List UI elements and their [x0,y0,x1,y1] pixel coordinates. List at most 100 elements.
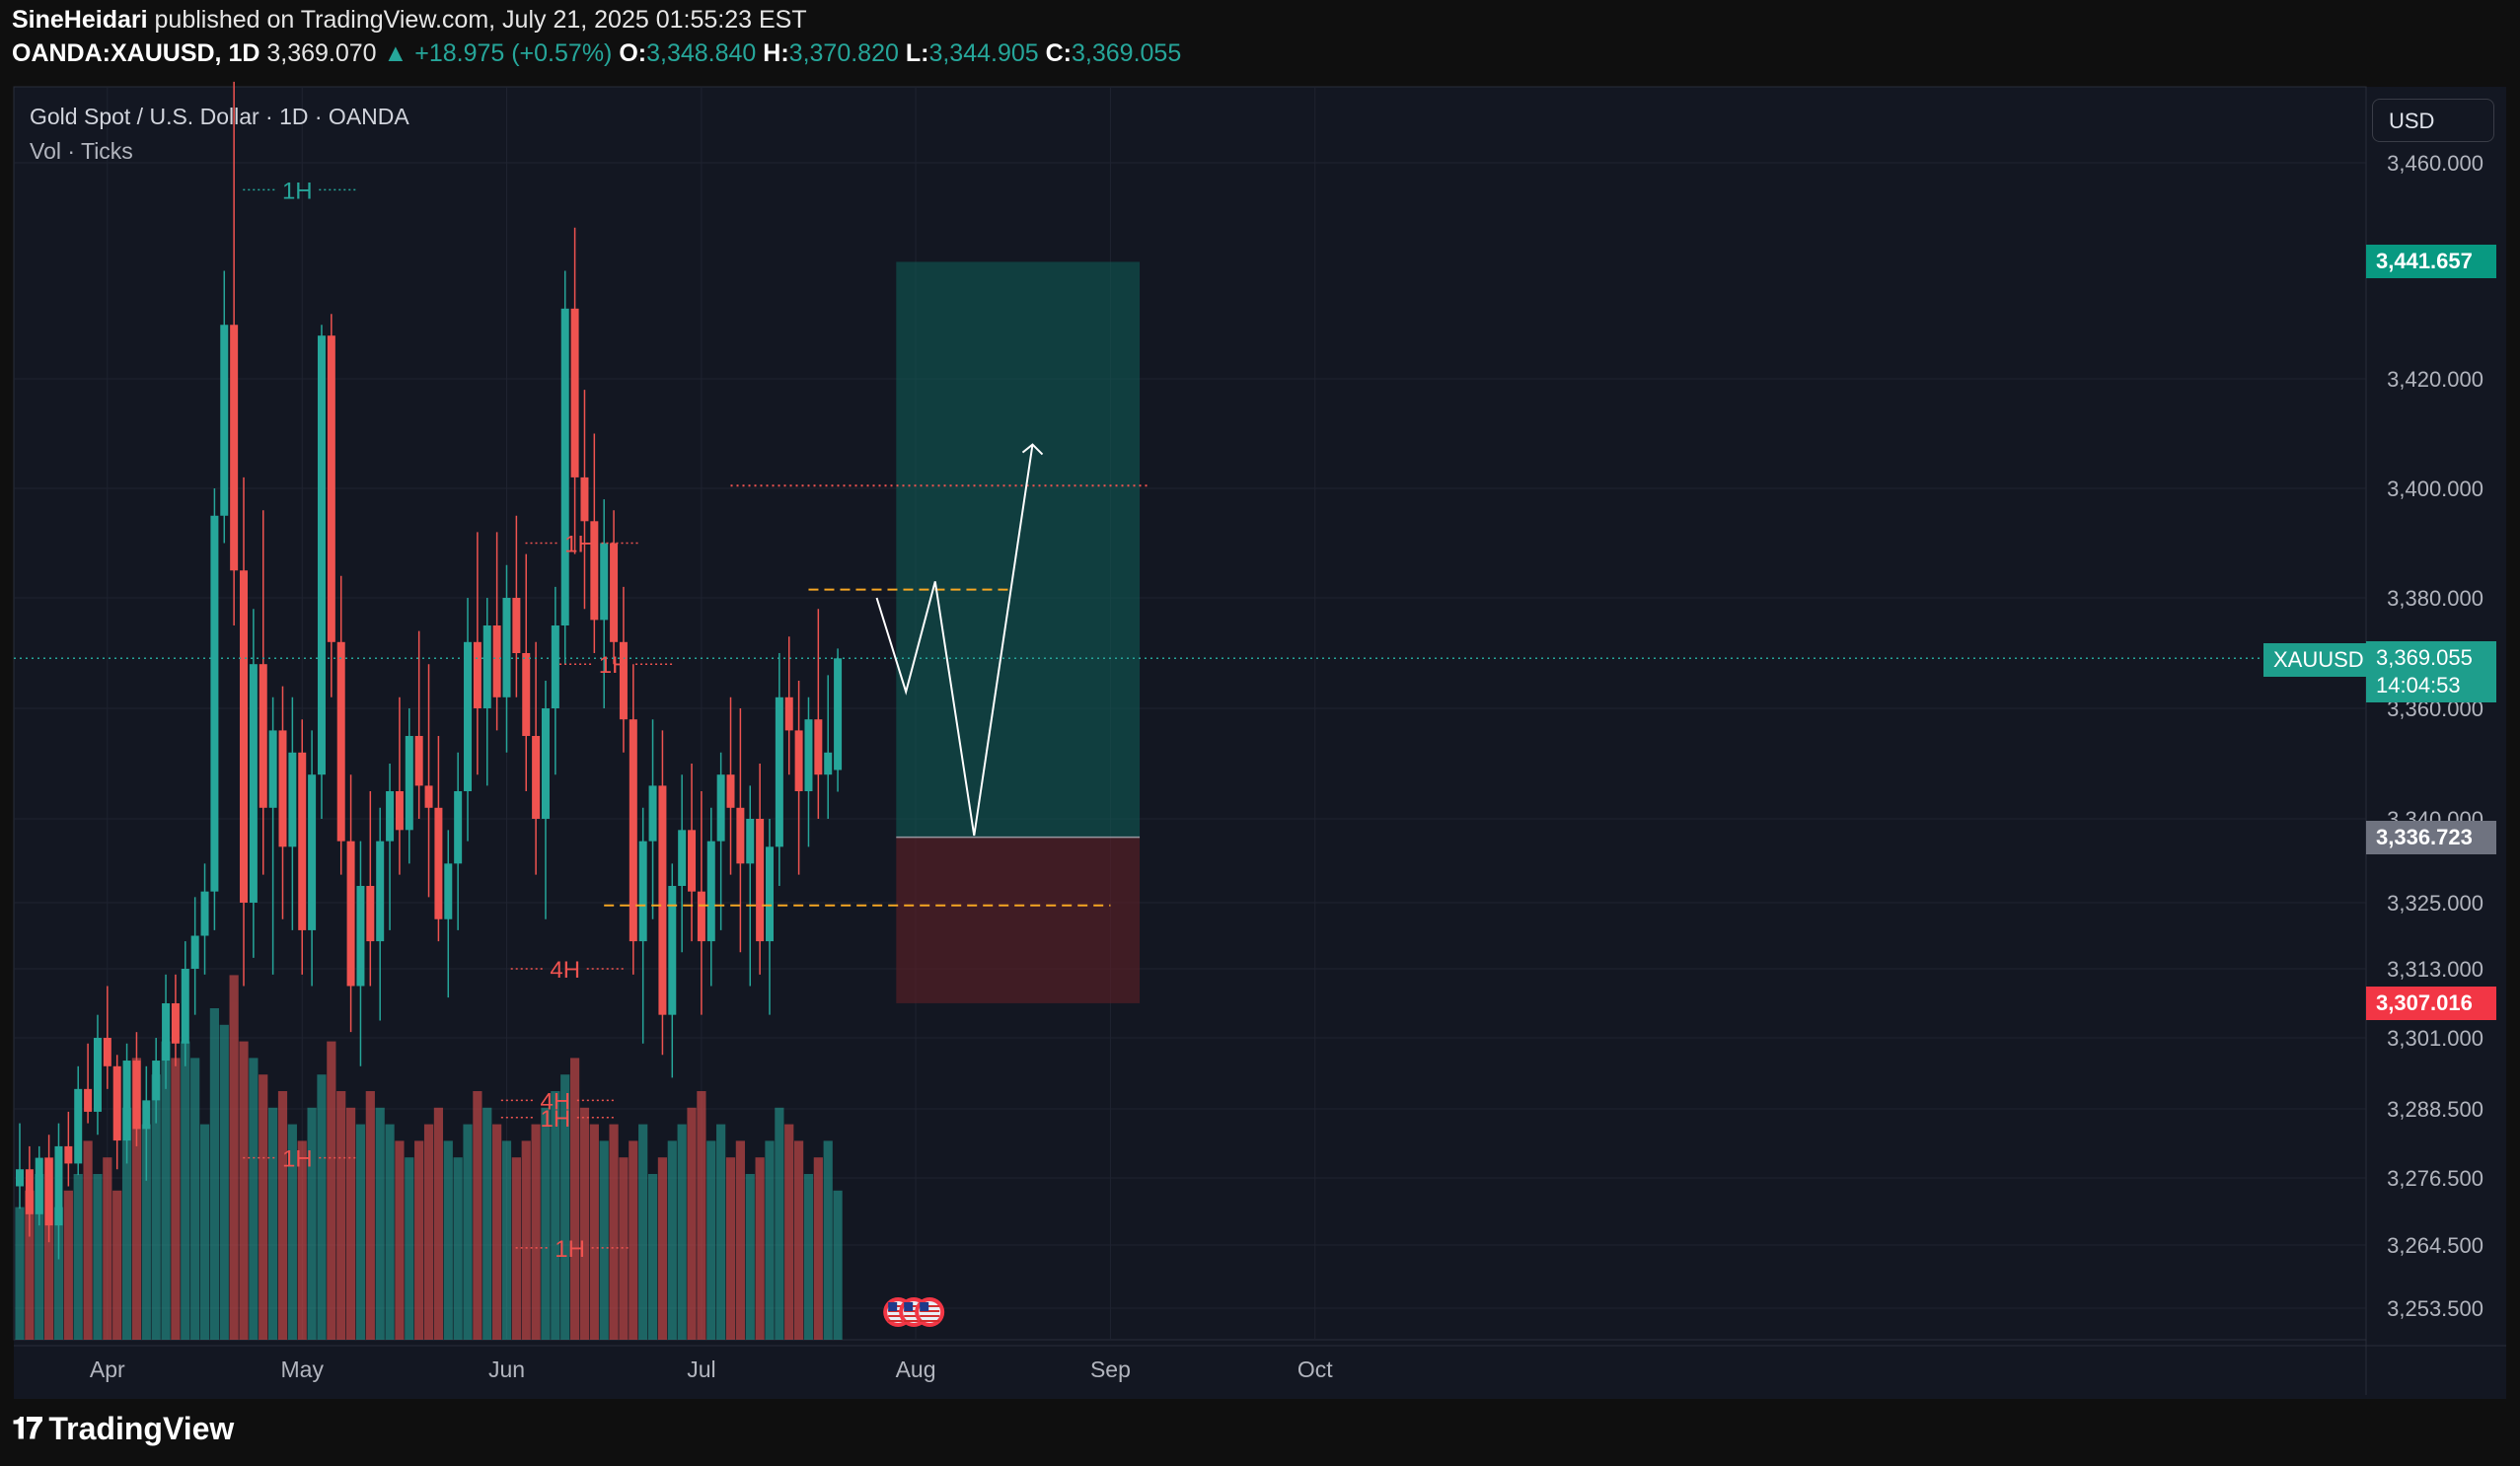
candle [230,81,239,625]
candle [16,1123,24,1209]
candle [794,681,803,875]
volume-bar [297,1140,307,1340]
entry-price-tag: 3,336.723 [2366,821,2496,854]
candle-body [736,807,745,864]
volume-bar [35,1174,44,1340]
volume-bar [423,1124,434,1340]
candle [376,807,385,1021]
time-tick-label: Jun [488,1356,525,1382]
volume-bar [209,1008,219,1340]
candle-body [74,1088,83,1164]
volume-bar [443,1140,453,1340]
volume-bar [579,1107,590,1340]
candle [220,270,229,544]
projection-arrowhead [1021,443,1044,456]
candle-body [824,752,833,775]
candle-body [492,625,501,697]
candle [706,807,715,987]
price-tick-label: 3,400.000 [2387,476,2483,501]
candle [132,1032,141,1146]
publish-text: published on TradingView.com, July 21, 2… [154,6,807,34]
candle-body [64,1145,73,1164]
volume-bar [307,1107,317,1340]
volume-bar [277,1091,288,1340]
volume-bar [171,1058,181,1340]
volume-bar [53,1207,64,1340]
volume-bar [25,1190,35,1340]
annotation-label: 1H [282,1146,313,1173]
candle-body [142,1100,151,1130]
candle [551,586,559,775]
candle [395,696,404,875]
volume-bar [716,1124,726,1340]
candle-body [171,1003,180,1044]
candle-body [688,830,697,892]
candle [112,1055,121,1170]
take-profit-price-tag: 3,441.657 [2366,245,2496,278]
candle-body [249,664,258,903]
candle-body [54,1145,63,1226]
volume-bar [249,1058,259,1340]
candle-body [93,1038,102,1112]
volume-bar [629,1140,638,1340]
candle [386,764,395,930]
candle [688,764,697,942]
volume-bar [619,1157,629,1340]
price-tick-label: 3,313.000 [2387,957,2483,982]
candle [308,730,317,987]
bar-countdown: 14:04:53 [2376,673,2461,697]
candle [327,314,335,697]
candle [638,807,647,1044]
volume-bar [638,1124,648,1340]
volume-bar [501,1140,512,1340]
candle-body [327,335,335,642]
candle [103,986,111,1089]
candle [473,532,482,775]
candle-body [181,969,189,1044]
candle-body [580,476,589,522]
candle-body [395,791,404,831]
candle [35,1145,43,1226]
chart-title[interactable]: Gold Spot / U.S. Dollar · 1D · OANDA [30,104,409,129]
candle [834,648,843,792]
volume-bar [706,1140,716,1340]
volume-bar [657,1157,668,1340]
candle-body [648,785,657,842]
candle-body [278,730,287,847]
candle-body [668,886,677,1015]
close-label: C: [1045,39,1073,67]
flag-canton [904,1302,914,1311]
candle [570,227,579,554]
candle [74,1065,83,1176]
volume-bar [589,1124,599,1340]
volume-bar [775,1107,784,1340]
candle-body [298,752,307,930]
volume-bar [317,1074,327,1340]
candle-body [619,641,628,720]
currency-button[interactable]: USD [2372,99,2494,142]
volume-bar [336,1091,346,1340]
price-change: ▲ +18.975 (+0.57%) [383,39,613,67]
candle-body [162,1003,171,1062]
candle-body [386,791,395,842]
volume-bar [765,1140,775,1340]
candle-body [434,807,443,919]
volume-bar [83,1140,93,1340]
annotation-label: 4H [550,957,580,984]
candle [152,1038,161,1124]
tradingview-footer[interactable]: 𝟏𝟕 TradingView [12,1411,234,1447]
candle [181,941,189,1066]
author-name[interactable]: SineHeidari [12,6,148,34]
volume-bar [697,1091,706,1340]
candle [424,664,433,898]
volume-indicator-label[interactable]: Vol · Ticks [30,138,133,164]
candle-body [541,708,550,819]
candle [25,1145,34,1237]
volume-bar [181,1041,190,1340]
volume-bar [813,1157,823,1340]
price-tick-label: 3,253.500 [2387,1296,2483,1321]
volume-bar [599,1140,609,1340]
candle [190,897,199,1015]
candle-body [112,1065,121,1141]
